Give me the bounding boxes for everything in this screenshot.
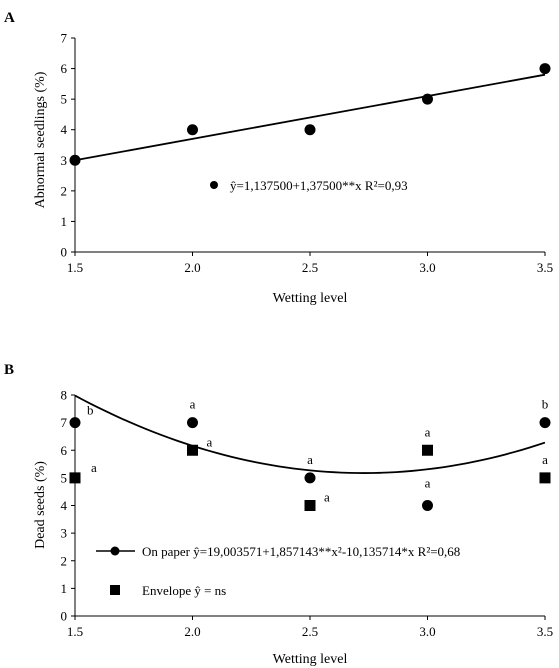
y-tick-label: 3 [61,153,68,168]
significance-letter: a [425,476,431,491]
y-tick-label: 0 [61,609,68,624]
x-tick-label: 2.0 [184,260,200,275]
y-tick-label: 4 [61,122,68,137]
data-point-circle [422,500,433,511]
panel-b-y-axis-title: Dead seeds (%) [33,461,48,549]
x-tick-label: 2.0 [184,624,200,639]
panel-b-y-ticks: 0 1 2 3 4 5 6 7 8 [61,388,75,624]
significance-letter: a [324,490,330,505]
panel-a: A 0 1 2 3 4 5 6 7 1.5 2.0 2.5 3.0 3.5 Abnormal seed… [4,10,553,306]
y-tick-label: 2 [61,553,68,568]
x-tick-label: 3.0 [419,624,435,639]
y-tick-label: 7 [61,31,68,46]
y-tick-label: 2 [61,183,68,198]
data-point-circle [304,124,316,136]
data-point-square [69,472,81,484]
significance-letter: a [190,397,196,412]
y-tick-label: 5 [61,92,68,107]
y-tick-label: 5 [61,470,68,485]
panel-b-legend-circle-marker [110,546,120,556]
x-tick-label: 2.5 [302,260,318,275]
panel-a-axes [74,38,545,253]
y-tick-label: 6 [61,443,68,458]
y-tick-label: 0 [61,245,68,260]
significance-letter: a [91,460,97,475]
panel-a-label: A [4,10,15,26]
panel-a-y-axis-title: Abnormal seedlings (%) [33,71,48,208]
data-point-circle [187,124,198,136]
y-tick-label: 7 [61,415,68,430]
x-tick-label: 1.5 [67,624,83,639]
data-point-circle [539,63,551,75]
significance-letter: b [542,397,549,412]
significance-letter: a [542,452,548,467]
panel-b-fit [74,394,546,474]
panel-a-legend-text: ŷ=1,137500+1,37500**x R²=0,93 [230,178,408,193]
x-tick-label: 1.5 [67,260,83,275]
data-point-square [304,500,316,511]
x-tick-label: 3.0 [419,260,435,275]
significance-letter: a [207,434,213,449]
y-tick-label: 1 [61,581,68,596]
panel-b-points [69,417,551,511]
data-point-circle [422,93,433,105]
y-tick-label: 4 [61,498,68,513]
data-point-circle [304,472,316,484]
regression-curve [74,394,546,474]
significance-letter: b [87,403,94,418]
panel-a-y-ticks: 0 1 2 3 4 5 6 7 [61,31,75,260]
panel-b-x-axis-title: Wetting level [273,652,348,667]
y-tick-label: 1 [61,214,68,229]
panel-b: B 0 1 2 3 4 5 6 7 8 1.5 2.0 2.5 3.0 3.5 b a a a b a a a a a D… [4,362,553,667]
panel-a-x-ticks: 1.5 2.0 2.5 3.0 3.5 [67,252,553,275]
x-tick-label: 2.5 [302,624,318,639]
panel-a-points [69,63,551,166]
panel-a-legend-marker [210,181,218,189]
panel-b-significance-letters: b a a a b a a a a a [87,397,548,505]
x-tick-label: 3.5 [537,260,553,275]
data-point-square [422,444,433,456]
panel-a-fit [74,73,546,162]
data-point-circle [69,154,81,166]
data-point-circle [539,417,551,429]
regression-line [74,73,546,162]
y-tick-label: 6 [61,61,68,76]
panel-b-label: B [4,362,14,378]
y-tick-label: 8 [61,388,68,403]
data-point-circle [187,417,198,429]
data-point-square [187,444,198,456]
y-tick-label: 3 [61,526,68,541]
panel-b-x-ticks: 1.5 2.0 2.5 3.0 3.5 [67,616,553,639]
data-point-circle [69,417,81,429]
x-tick-label: 3.5 [537,624,553,639]
panel-b-legend-envelope-text: Envelope ŷ = ns [142,583,226,598]
panel-a-x-axis-title: Wetting level [273,291,348,306]
significance-letter: a [425,424,431,439]
significance-letter: a [307,452,313,467]
data-point-square [539,472,551,484]
panel-b-legend-square-marker [110,585,120,595]
panel-b-legend-paper-text: On paper ŷ=19,003571+1,857143**x²-10,135… [142,544,460,559]
